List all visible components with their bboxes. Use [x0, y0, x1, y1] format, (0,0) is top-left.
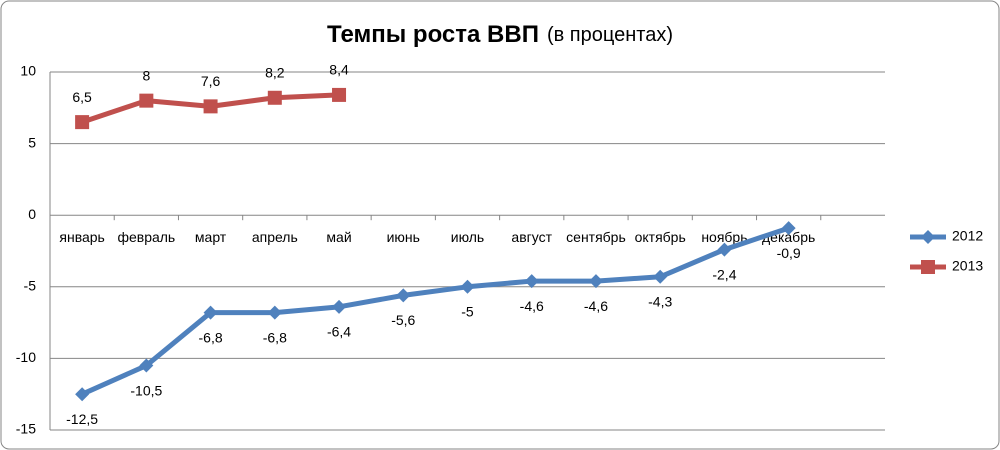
- marker: [396, 288, 411, 303]
- marker: [524, 274, 539, 289]
- data-label: 7,6: [201, 73, 221, 89]
- marker: [139, 93, 154, 108]
- marker: [653, 269, 668, 284]
- x-tick-label: февраль: [117, 229, 175, 245]
- data-label: 8: [142, 67, 150, 83]
- marker: [203, 99, 218, 114]
- data-label: 8,4: [329, 62, 349, 78]
- marker: [75, 387, 90, 402]
- marker: [267, 90, 282, 105]
- marker: [139, 358, 154, 373]
- legend-marker: [921, 230, 935, 244]
- data-label: -10,5: [130, 382, 162, 398]
- data-label: -6,8: [199, 329, 223, 345]
- legend-label: 2012: [952, 228, 983, 244]
- marker: [717, 242, 732, 257]
- y-tick-label: -15: [16, 421, 36, 437]
- data-label: 8,2: [265, 64, 285, 80]
- x-tick-label: сентябрь: [566, 229, 626, 245]
- marker: [460, 279, 475, 294]
- chart-title: Темпы роста ВВП: [327, 21, 539, 48]
- marker: [203, 305, 218, 320]
- data-label: 6,5: [72, 89, 92, 105]
- legend-label: 2013: [952, 258, 983, 274]
- data-label: -5,6: [391, 312, 415, 328]
- data-label: -6,8: [263, 329, 287, 345]
- data-label: -12,5: [66, 411, 98, 427]
- x-tick-label: август: [511, 229, 552, 245]
- marker: [267, 305, 282, 320]
- chart-title-group: Темпы роста ВВП (в процентах): [327, 21, 673, 48]
- data-label: -2,4: [712, 266, 736, 282]
- x-tick-label: апрель: [252, 229, 298, 245]
- x-tick-label: июль: [451, 229, 484, 245]
- y-tick-label: -5: [24, 278, 37, 294]
- y-tick-label: 0: [28, 206, 36, 222]
- marker: [332, 87, 347, 102]
- x-tick-label: май: [326, 229, 351, 245]
- x-tick-label: март: [195, 229, 227, 245]
- data-label: -4,6: [520, 298, 544, 314]
- x-tick-label: июнь: [387, 229, 420, 245]
- series-line: [81, 225, 790, 397]
- data-label: -4,6: [584, 298, 608, 314]
- y-tick-label: 5: [28, 134, 36, 150]
- marker: [332, 299, 347, 314]
- data-label: -5: [461, 304, 474, 320]
- marker: [588, 274, 603, 289]
- data-label: -0,9: [777, 245, 801, 261]
- marker: [781, 221, 796, 236]
- y-tick-label: 10: [20, 63, 36, 79]
- x-tick-label: январь: [59, 229, 104, 245]
- y-tick-label: -10: [16, 349, 36, 365]
- x-tick-label: октябрь: [635, 229, 686, 245]
- legend-marker: [921, 260, 935, 274]
- data-label: -4,3: [648, 293, 672, 309]
- chart-subtitle: (в процентах): [547, 24, 673, 46]
- data-label: -6,4: [327, 324, 351, 340]
- marker: [75, 115, 90, 130]
- x-tick-label: ноябрь: [701, 229, 747, 245]
